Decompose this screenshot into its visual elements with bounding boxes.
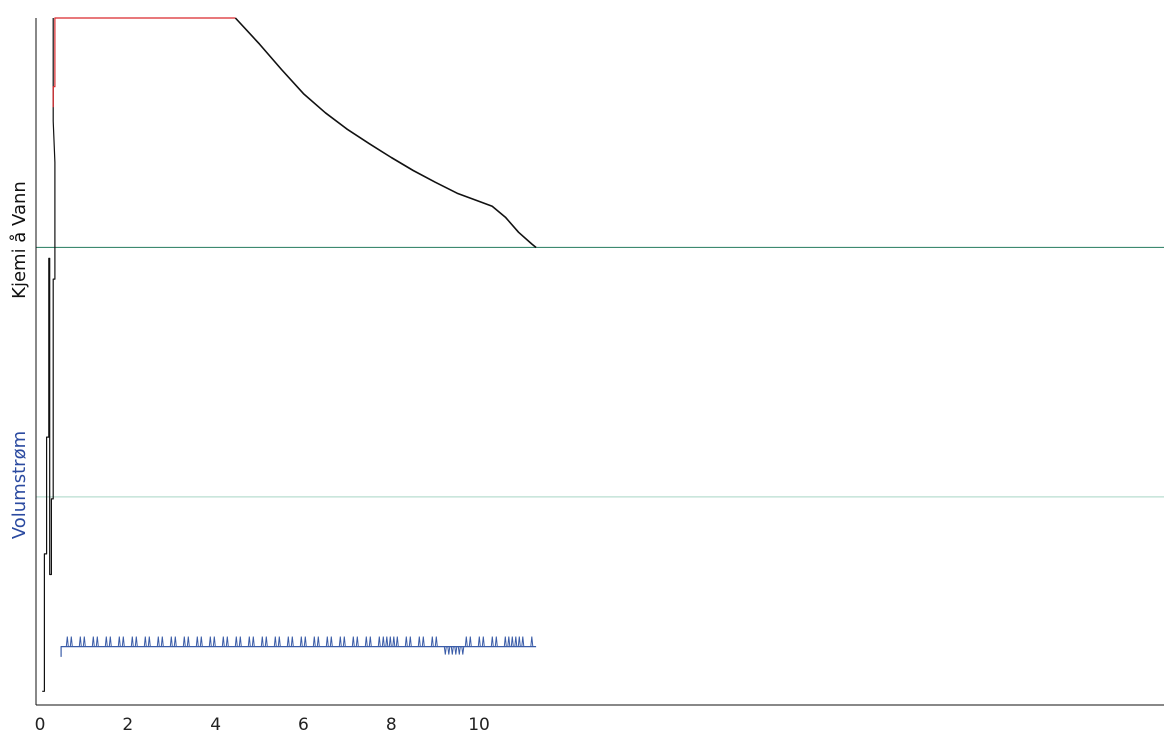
flow-spike xyxy=(316,636,320,647)
flow-spike xyxy=(186,636,190,647)
y-axis-label-kjemi: Kjemi å Vann xyxy=(9,181,30,299)
x-tick-label: 2 xyxy=(122,715,133,735)
flow-spike xyxy=(464,636,468,647)
flow-spike xyxy=(299,636,303,647)
series-line-1 xyxy=(52,17,236,108)
x-tick-label: 0 xyxy=(35,715,46,735)
flow-spike xyxy=(238,636,242,647)
flow-spike xyxy=(477,636,481,647)
flow-spike xyxy=(450,646,454,655)
flow-spike xyxy=(143,636,147,647)
flow-spike xyxy=(454,646,458,655)
flow-spike xyxy=(247,636,251,647)
series-line-0 xyxy=(42,18,56,692)
flow-spike xyxy=(117,636,121,647)
flow-spike xyxy=(260,636,264,647)
flow-spike xyxy=(443,646,447,655)
flow-spike xyxy=(514,636,518,647)
flow-spike xyxy=(395,636,399,647)
flow-spike xyxy=(160,636,164,647)
flow-spike xyxy=(447,646,451,655)
flow-spike xyxy=(130,636,134,647)
flow-spike xyxy=(134,636,138,647)
reference-lines xyxy=(36,246,1164,498)
flow-spike xyxy=(108,636,112,647)
flow-spike xyxy=(147,636,151,647)
flow-spike xyxy=(195,636,199,647)
flow-spike xyxy=(82,636,86,647)
flow-spike xyxy=(329,636,333,647)
flow-spike xyxy=(388,636,392,647)
flow-spike xyxy=(521,636,525,647)
flow-spike xyxy=(121,636,125,647)
x-tick-label: 10 xyxy=(468,715,490,735)
flow-spike xyxy=(312,636,316,647)
flow-spike xyxy=(510,636,514,647)
flow-spike xyxy=(325,636,329,647)
flow-spike xyxy=(225,636,229,647)
flow-spikes xyxy=(65,636,534,655)
flow-spike xyxy=(286,636,290,647)
flow-spike xyxy=(273,636,277,647)
flow-spike xyxy=(368,636,372,647)
flow-spike xyxy=(338,636,342,647)
flow-spike xyxy=(434,636,438,647)
flow-spike xyxy=(95,636,99,647)
series-group xyxy=(42,17,537,692)
flow-spike xyxy=(169,636,173,647)
flow-spike xyxy=(156,636,160,647)
flow-spike xyxy=(503,636,507,647)
flow-spike xyxy=(104,636,108,647)
series-line-2 xyxy=(234,17,537,249)
flow-spike xyxy=(468,636,472,647)
flow-spike xyxy=(264,636,268,647)
flow-spike xyxy=(461,646,465,655)
flow-spike xyxy=(182,636,186,647)
flow-spike xyxy=(173,636,177,647)
flow-spike xyxy=(199,636,203,647)
flow-spike xyxy=(385,636,389,647)
flow-spike xyxy=(481,636,485,647)
flow-spike xyxy=(421,636,425,647)
flow-spike xyxy=(490,636,494,647)
flow-spike xyxy=(408,636,412,647)
flow-spike xyxy=(507,636,511,647)
x-tick-label: 8 xyxy=(386,715,397,735)
flow-spike xyxy=(290,636,294,647)
flow-spike xyxy=(277,636,281,647)
flow-spike xyxy=(221,636,225,647)
flow-spike xyxy=(65,636,69,647)
flow-spike xyxy=(91,636,95,647)
flow-spike xyxy=(381,636,385,647)
flow-spike xyxy=(234,636,238,647)
x-tick-labels: 0 2 4 6 8 10 xyxy=(35,715,490,735)
flow-spike xyxy=(351,636,355,647)
flow-spike xyxy=(457,646,461,655)
flow-spike xyxy=(212,636,216,647)
series-line-3 xyxy=(60,645,537,657)
flow-spike xyxy=(69,636,73,647)
y-axis-label-volumstrom: Volumstrøm xyxy=(9,431,30,539)
flow-spike xyxy=(251,636,255,647)
flow-spike xyxy=(364,636,368,647)
flow-spike xyxy=(517,636,521,647)
flow-spike xyxy=(355,636,359,647)
flow-spike xyxy=(78,636,82,647)
flow-spike xyxy=(392,636,396,647)
flow-spike xyxy=(342,636,346,647)
x-tick-label: 4 xyxy=(210,715,221,735)
flow-spike xyxy=(530,636,534,647)
flow-spike xyxy=(430,636,434,647)
x-tick-label: 6 xyxy=(298,715,309,735)
flow-spike xyxy=(404,636,408,647)
flow-spike xyxy=(377,636,381,647)
flow-spike xyxy=(417,636,421,647)
flow-spike xyxy=(208,636,212,647)
flow-spike xyxy=(494,636,498,647)
flow-spike xyxy=(303,636,307,647)
